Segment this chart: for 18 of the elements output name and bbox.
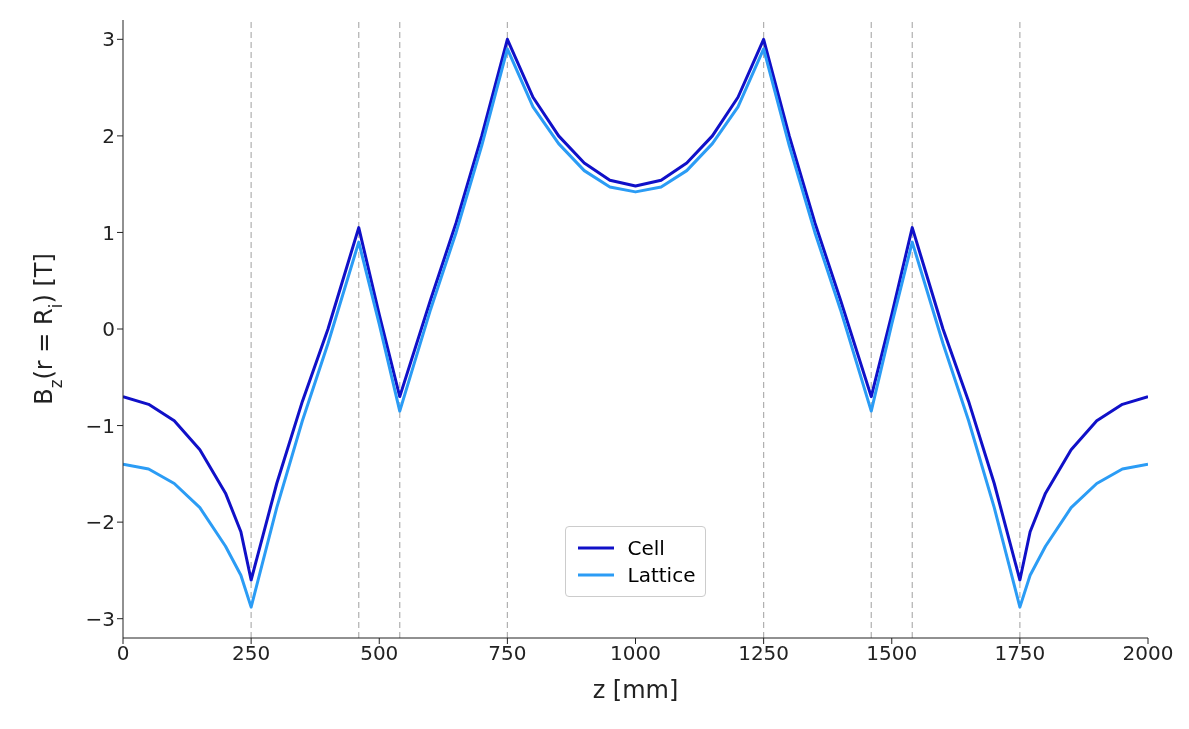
- y-tick-label: 1: [102, 220, 115, 245]
- x-tick-label: 1250: [738, 641, 790, 666]
- y-tick-label: 2: [102, 123, 115, 148]
- x-tick-label: 750: [488, 641, 527, 666]
- y-tick-label: 0: [102, 317, 115, 342]
- x-axis-title: z [mm]: [592, 676, 679, 704]
- x-tick-label: 500: [360, 641, 399, 666]
- x-tick-label: 1750: [994, 641, 1046, 666]
- y-tick-label: −3: [85, 606, 115, 631]
- y-tick-label: −2: [85, 510, 115, 535]
- legend-label: Cell: [627, 536, 665, 560]
- y-tick-label: 3: [102, 27, 115, 52]
- x-tick-label: 2000: [1122, 641, 1174, 666]
- y-tick-label: −1: [85, 413, 115, 438]
- x-tick-label: 1000: [610, 641, 661, 666]
- legend-label: Lattice: [627, 563, 696, 587]
- x-tick-label: 1500: [866, 641, 918, 666]
- x-tick-label: 250: [232, 641, 271, 666]
